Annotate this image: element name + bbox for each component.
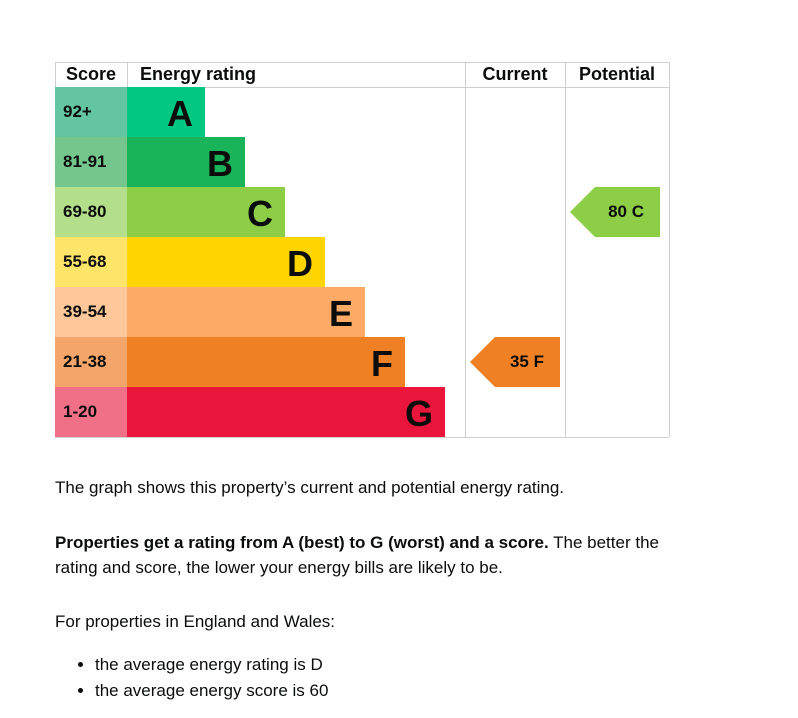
score-range-b: 81-91: [55, 137, 127, 187]
header-potential: Potential: [578, 64, 655, 84]
averages-list: the average energy rating is D the avera…: [55, 652, 328, 704]
band-bar-a: A: [127, 87, 205, 137]
header-current: Current: [482, 64, 548, 84]
score-range-g: 1-20: [55, 387, 127, 437]
header-energy-rating: Energy rating: [140, 64, 257, 84]
potential-rating-arrow: 80 C: [570, 187, 660, 237]
grid-line: [55, 62, 669, 63]
band-bar-c: C: [127, 187, 285, 237]
rating-explanation-bold: Properties get a rating from A (best) to…: [55, 533, 549, 552]
header-score: Score: [65, 64, 117, 84]
rating-explanation: Properties get a rating from A (best) to…: [55, 530, 695, 580]
score-range-f: 21-38: [55, 337, 127, 387]
grid-line: [55, 87, 669, 88]
current-rating-arrow: 35 F: [470, 337, 560, 387]
band-bar-f: F: [127, 337, 405, 387]
grid-line: [55, 437, 669, 438]
description: The graph shows this property’s current …: [55, 478, 565, 497]
score-range-d: 55-68: [55, 237, 127, 287]
grid-line: [669, 62, 670, 437]
band-bar-g: G: [127, 387, 445, 437]
score-range-e: 39-54: [55, 287, 127, 337]
region-note: For properties in England and Wales:: [55, 612, 336, 631]
grid-line: [127, 62, 128, 87]
score-range-c: 69-80: [55, 187, 127, 237]
band-bar-b: B: [127, 137, 245, 187]
rating-explanation-rest: The better the rating and score, the low…: [55, 533, 659, 577]
band-bar-e: E: [127, 287, 365, 337]
energy-rating-chart: Score Energy rating Current Potential 92…: [55, 62, 670, 438]
grid-line: [465, 62, 466, 437]
average-score: the average energy score is 60: [95, 678, 328, 704]
band-bar-d: D: [127, 237, 325, 287]
average-rating: the average energy rating is D: [95, 652, 328, 678]
score-range-a: 92+: [55, 87, 127, 137]
grid-line: [565, 62, 566, 437]
